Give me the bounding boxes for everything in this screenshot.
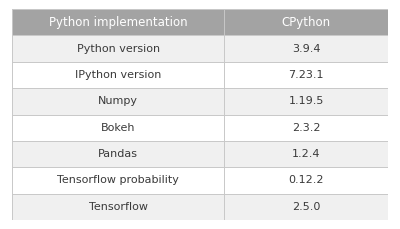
Text: 3.9.4: 3.9.4 bbox=[292, 44, 320, 54]
Bar bbox=[12, 167, 388, 194]
Bar bbox=[12, 141, 388, 167]
Text: 0.12.2: 0.12.2 bbox=[288, 175, 324, 185]
Text: CPython: CPython bbox=[282, 16, 331, 29]
Text: Bokeh: Bokeh bbox=[101, 123, 136, 133]
Bar bbox=[12, 9, 388, 35]
Text: 1.19.5: 1.19.5 bbox=[288, 96, 324, 106]
Text: Pandas: Pandas bbox=[98, 149, 138, 159]
Text: IPython version: IPython version bbox=[75, 70, 162, 80]
Text: 7.23.1: 7.23.1 bbox=[288, 70, 324, 80]
Text: Tensorflow: Tensorflow bbox=[89, 202, 148, 212]
Bar bbox=[12, 114, 388, 141]
Bar bbox=[12, 88, 388, 114]
Text: 2.3.2: 2.3.2 bbox=[292, 123, 320, 133]
Text: Python implementation: Python implementation bbox=[49, 16, 188, 29]
Bar bbox=[12, 62, 388, 88]
Text: Numpy: Numpy bbox=[98, 96, 138, 106]
Text: 2.5.0: 2.5.0 bbox=[292, 202, 320, 212]
Bar bbox=[12, 35, 388, 62]
Text: Python version: Python version bbox=[77, 44, 160, 54]
Bar bbox=[12, 194, 388, 220]
Text: Tensorflow probability: Tensorflow probability bbox=[57, 175, 179, 185]
Text: 1.2.4: 1.2.4 bbox=[292, 149, 320, 159]
